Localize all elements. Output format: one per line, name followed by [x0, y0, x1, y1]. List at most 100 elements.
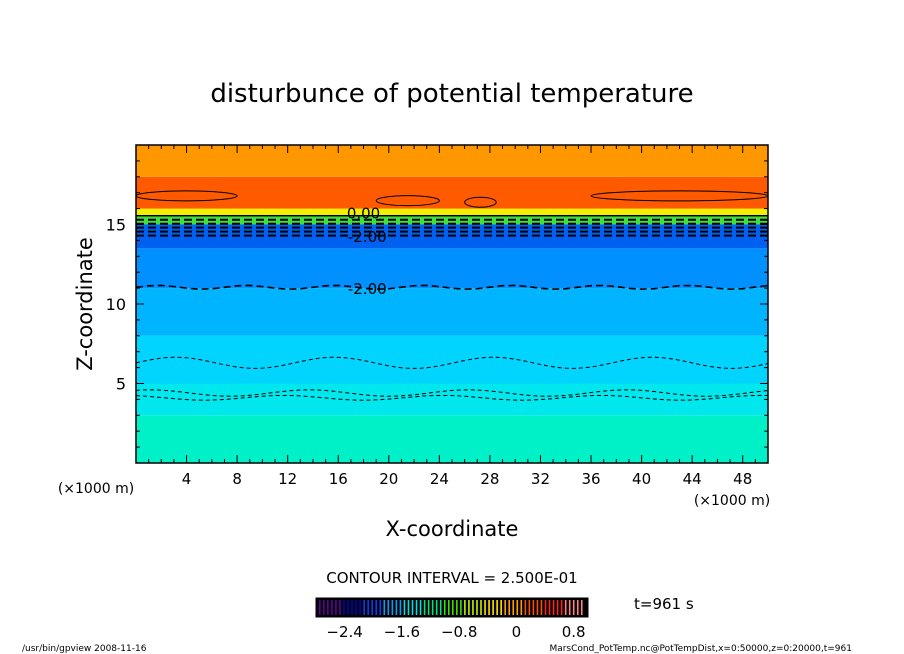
chart-title: disturbunce of potential temperature: [210, 79, 693, 109]
colorbar-tick-label: 0.8: [562, 623, 586, 641]
colorbar-tick-label: −2.4: [326, 623, 362, 641]
colorbar-swatch: [399, 600, 402, 615]
x-axis-label: X-coordinate: [386, 517, 519, 541]
colorbar-swatch: [568, 600, 571, 615]
y-axis-label: Z-coordinate: [73, 237, 97, 371]
colorbar-swatch: [580, 600, 583, 615]
colorbar-swatch: [335, 600, 337, 615]
contour-fill-band: [136, 145, 768, 177]
contour-fill-band: [136, 248, 768, 289]
y-tick-label: 5: [116, 375, 126, 394]
contour-fill-band: [136, 335, 768, 384]
time-label: t=961 s: [634, 595, 694, 613]
colorbar-swatch: [544, 600, 547, 615]
colorbar-swatch: [552, 600, 555, 615]
contour-line: [135, 356, 769, 369]
colorbar-swatch: [395, 600, 398, 615]
colorbar-swatch: [415, 600, 418, 615]
colorbar-swatch: [464, 600, 466, 615]
contour-label: -2.00: [348, 228, 387, 246]
colorbar-swatch: [472, 600, 474, 615]
colorbar-swatch: [496, 600, 498, 615]
colorbar-swatch: [484, 600, 486, 615]
colorbar-swatch: [492, 600, 494, 615]
colorbar-swatch: [383, 600, 386, 615]
colorbar-swatch: [452, 600, 454, 615]
colorbar-swatch: [439, 600, 442, 615]
colorbar-swatch: [323, 600, 325, 615]
x-tick-label: 4: [182, 470, 192, 488]
colorbar-swatch: [500, 600, 502, 615]
y-tick-label: 15: [106, 216, 126, 235]
colorbar-swatch: [427, 600, 430, 615]
colorbar-swatch: [528, 600, 531, 615]
colorbar-swatch: [572, 600, 575, 615]
x-tick-label: 8: [232, 470, 242, 488]
y-tick-label: 10: [106, 295, 126, 314]
colorbar-swatch: [355, 600, 357, 615]
colorbar-swatch: [347, 600, 349, 615]
colorbar-swatch: [407, 600, 410, 615]
colorbar-swatch: [447, 600, 450, 615]
colorbar-swatch: [419, 600, 422, 615]
contour-fill-band: [136, 415, 768, 463]
colorbar-swatch: [468, 600, 470, 615]
colorbar-swatch: [480, 600, 482, 615]
x-tick-label: 28: [480, 470, 499, 488]
x-tick-label: 24: [430, 470, 449, 488]
colorbar-swatch: [540, 600, 543, 615]
colorbar-swatch: [512, 600, 515, 615]
colorbar-swatch: [443, 600, 446, 615]
colorbar-swatch: [508, 600, 511, 615]
colorbar-swatch: [371, 600, 373, 615]
colorbar-swatch: [476, 600, 478, 615]
x-tick-label: 12: [278, 470, 297, 488]
contour-line: [135, 389, 769, 397]
colorbar-swatch: [403, 600, 406, 615]
colorbar-swatch: [375, 600, 378, 615]
x-tick-label: 48: [733, 470, 752, 488]
colorbar-swatch: [423, 600, 426, 615]
colorbar-swatch: [331, 600, 333, 615]
colorbar-tick-label: 0: [512, 623, 522, 641]
colorbar-swatch: [367, 600, 369, 615]
colorbar-swatch: [359, 600, 361, 615]
colorbar-frame: [315, 597, 589, 618]
contour-label: 0.00: [347, 204, 380, 222]
colorbar-swatch: [391, 600, 394, 615]
filled-contours: [136, 145, 768, 463]
colorbar-swatch: [379, 600, 382, 615]
contour-line: [375, 195, 440, 207]
contour-line: [135, 394, 769, 401]
colorbar-swatch: [431, 600, 434, 615]
colorbar-swatch: [351, 600, 353, 615]
colorbar-swatch: [339, 600, 341, 615]
colorbar-swatch: [516, 600, 519, 615]
colorbar-swatch: [504, 600, 506, 615]
x-tick-label: 32: [531, 470, 550, 488]
colorbar-swatch: [411, 600, 414, 615]
colorbar-swatch: [343, 600, 345, 615]
colorbar-swatch: [363, 600, 365, 615]
colorbar-swatch: [327, 600, 329, 615]
colorbar-swatch: [524, 600, 527, 615]
contour-line: [464, 196, 497, 208]
colorbar-swatch: [435, 600, 438, 615]
colorbar-tick-label: −0.8: [441, 623, 477, 641]
x-tick-label: 44: [683, 470, 702, 488]
colorbar-swatch: [488, 600, 490, 615]
x-unit-right: (×1000 m): [694, 493, 770, 509]
contour-fill-band: [136, 176, 768, 209]
colorbar-swatch: [536, 600, 539, 615]
colorbar-swatch: [556, 600, 559, 615]
contour-interval: CONTOUR INTERVAL = 2.500E-01: [326, 569, 577, 587]
x-unit-left: (×1000 m): [58, 481, 134, 497]
contour-line: [135, 284, 769, 291]
footer-left: /usr/bin/gpview 2008-11-16: [22, 644, 147, 654]
contour-fill-band: [136, 288, 768, 336]
contour-lines: 0.00 -2.00 -2.00: [135, 190, 769, 401]
colorbar-swatch: [560, 600, 563, 615]
colorbar-swatch: [456, 600, 458, 615]
x-tick-label: 20: [379, 470, 398, 488]
